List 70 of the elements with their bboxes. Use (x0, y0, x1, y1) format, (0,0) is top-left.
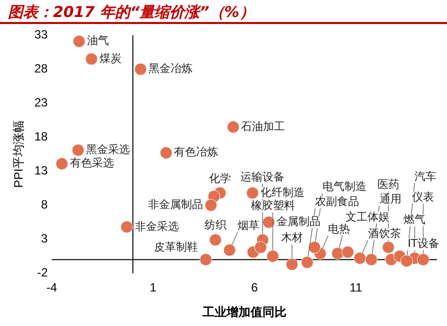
annotation: 金属制品 (276, 215, 321, 228)
point (300, 256, 314, 269)
x-axis-title: 工业增加值同比 (201, 305, 286, 320)
annotation: 文工体娱 (346, 210, 390, 224)
y-tick-label: 33 (34, 28, 48, 42)
point (331, 247, 344, 260)
y-tick-label: 23 (34, 96, 48, 110)
point (254, 241, 267, 254)
point (342, 246, 354, 258)
x-tick-label: 1 (150, 280, 157, 295)
annotation: 非金采选 (134, 220, 179, 233)
annotation: 石油加工 (241, 120, 286, 133)
annotation: 黑金采选 (86, 142, 130, 156)
annotation: 仪表 (412, 190, 434, 204)
annotation: 烟草 (238, 218, 260, 232)
y-tick-label: 3 (41, 232, 48, 246)
annotation: 汽车 (414, 170, 437, 183)
annotation: 化纤制造 (260, 186, 304, 199)
point (400, 254, 413, 268)
annotation: 燃气 (404, 213, 426, 226)
point (226, 120, 240, 134)
point (354, 252, 366, 264)
y-tick-label: 8 (41, 198, 48, 212)
point (72, 35, 86, 48)
point (262, 216, 275, 228)
point (246, 186, 259, 200)
point (209, 234, 222, 246)
point (204, 198, 218, 212)
annotation: 运输设备 (240, 170, 285, 184)
point (160, 146, 172, 160)
annotation: 皮革制鞋 (154, 240, 198, 254)
annotation: 农副食品 (315, 195, 360, 208)
annotation: 通用 (379, 192, 402, 206)
x-tick-label: -4 (46, 280, 58, 295)
annotation: 酒饮茶 (368, 227, 401, 240)
annotation: 医药 (377, 178, 400, 192)
annotation: 橡胶塑料 (250, 199, 295, 212)
x-tick-label: 6 (251, 280, 258, 295)
chart-title: 图表：2017 年的“量缩价涨”（%） (0, 0, 447, 24)
annotation: 有色采选 (70, 156, 114, 170)
y-tick-label: 28 (34, 62, 48, 76)
x-tick-label: 11 (350, 280, 362, 295)
annotation: 有色冶炼 (174, 146, 218, 159)
point (308, 241, 321, 254)
point (382, 241, 395, 254)
point (266, 250, 280, 262)
annotation: 纺织 (204, 218, 226, 232)
annotation: 化学 (209, 172, 232, 185)
annotation: IT设备 (408, 237, 440, 250)
point (286, 258, 298, 271)
annotation: 黑金冶炼 (148, 62, 193, 76)
annotation: 油气 (87, 34, 110, 48)
annotation: 电气制造 (322, 180, 367, 194)
point (72, 144, 84, 156)
annotation: 非金属制品 (148, 198, 203, 212)
y-tick-label: 13 (34, 164, 48, 178)
point (223, 244, 236, 256)
y-axis-title: PPI平均涨幅 (12, 120, 26, 188)
point (85, 52, 98, 66)
point (56, 157, 68, 170)
point (200, 253, 212, 266)
point (134, 62, 147, 76)
annotation: 木材 (281, 231, 304, 244)
y-tick-label: -2 (37, 266, 48, 280)
point (365, 253, 378, 266)
annotation: 电热 (328, 222, 350, 236)
annotation: 煤炭 (99, 52, 122, 65)
point (416, 253, 430, 266)
point (120, 220, 134, 234)
y-tick-label: 18 (34, 130, 48, 144)
